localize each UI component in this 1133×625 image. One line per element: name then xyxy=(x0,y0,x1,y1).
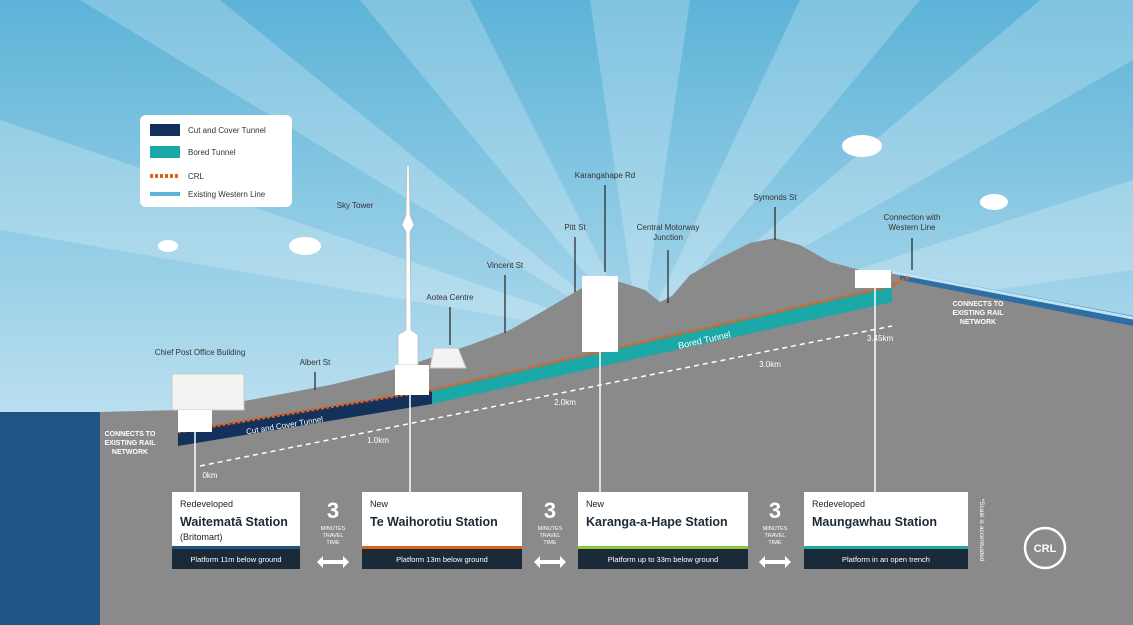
distance-line xyxy=(199,325,893,467)
aotea-centre xyxy=(429,347,467,369)
legend-swatch xyxy=(150,124,180,136)
landmark-label: Central Motorway xyxy=(637,223,700,232)
travel-minutes: 3 xyxy=(769,498,781,523)
legend-box xyxy=(140,115,292,207)
landmark-label: Sky Tower xyxy=(337,201,374,210)
station-status: Redeveloped xyxy=(180,499,233,509)
post-office xyxy=(171,373,245,411)
travel-label: MINUTES xyxy=(763,526,788,532)
legend-labels: Cut and Cover Tunnel Bored Tunnel CRL Ex… xyxy=(188,126,266,199)
scale-note: *Scale is accentuated xyxy=(978,499,985,562)
connects-label: EXISTING RAIL xyxy=(105,440,157,447)
station-status: New xyxy=(586,499,605,509)
station-box xyxy=(178,410,212,432)
platform-strip xyxy=(362,549,522,569)
landmark-label: Junction xyxy=(653,233,683,242)
station-name: Maungawhau Station xyxy=(812,515,937,529)
landmark-label: Symonds St xyxy=(753,193,797,202)
station-accent xyxy=(362,546,522,549)
legend-label: Cut and Cover Tunnel xyxy=(188,126,266,135)
station-links xyxy=(194,288,876,492)
distance-label: 3.45km xyxy=(867,334,894,343)
legend-label: Bored Tunnel xyxy=(188,148,236,157)
connects-label: NETWORK xyxy=(960,319,996,326)
station-accent xyxy=(804,546,968,549)
travel-arrow xyxy=(759,556,791,568)
platform-label: Platform in an open trench xyxy=(842,555,930,564)
landmark-label: Connection with xyxy=(884,213,941,222)
station-name: Karanga-a-Hape Station xyxy=(586,515,728,529)
travel-label: TIME xyxy=(543,540,556,546)
legend-swatch xyxy=(150,146,180,158)
legend-label: CRL xyxy=(188,172,205,181)
travel-label: TRAVEL xyxy=(323,533,344,539)
landmark-label: Albert St xyxy=(300,358,331,367)
travel-label: TIME xyxy=(768,540,781,546)
logo-ring xyxy=(1023,526,1067,570)
connects-label: CONNECTS TO xyxy=(953,301,1004,308)
connects-label: CONNECTS TO xyxy=(105,431,156,438)
platform-strip xyxy=(804,549,968,569)
landmark-label: Vincent St xyxy=(487,261,524,270)
station-accent xyxy=(172,546,300,549)
station-note: (Britomart) xyxy=(180,532,223,542)
travel-label: TIME xyxy=(326,540,339,546)
station-card xyxy=(578,492,748,550)
station-card xyxy=(362,492,522,550)
station-box xyxy=(582,276,618,352)
platform-label: Platform 11m below ground xyxy=(190,555,281,564)
connects-label: NETWORK xyxy=(112,449,148,456)
distance-label: 3.0km xyxy=(759,360,781,369)
distance-label: 1.0km xyxy=(367,436,389,445)
distance-label: 2.0km xyxy=(554,398,576,407)
station-name: Te Waihorotiu Station xyxy=(370,515,498,529)
travel-label: MINUTES xyxy=(321,526,346,532)
platform-strip xyxy=(172,549,300,569)
travel-label: TRAVEL xyxy=(540,533,561,539)
station-status: New xyxy=(370,499,389,509)
landmark-label: Pitt St xyxy=(564,223,586,232)
clouds xyxy=(158,135,1008,255)
cut-cover-tunnel xyxy=(178,390,432,446)
connects-label: EXISTING RAIL xyxy=(953,310,1005,317)
travel-arrow xyxy=(534,556,566,568)
station-box xyxy=(395,365,429,395)
travel-minutes: 3 xyxy=(327,498,339,523)
landmark-label: Karangahape Rd xyxy=(575,171,636,180)
sea xyxy=(0,412,100,625)
distance-label: 0km xyxy=(202,471,217,480)
bored-tunnel xyxy=(432,286,892,404)
landmark-label: Chief Post Office Building xyxy=(155,348,246,357)
legend-label: Existing Western Line xyxy=(188,190,266,199)
station-name: Waitematā Station xyxy=(180,515,288,529)
western-line xyxy=(891,270,1133,320)
station-status: Redeveloped xyxy=(812,499,865,509)
logo: CRL xyxy=(1034,543,1057,555)
platform-label: Platform up to 33m below ground xyxy=(608,555,718,564)
travel-label: MINUTES xyxy=(538,526,563,532)
travel-arrow xyxy=(317,556,349,568)
landmark-label: Aotea Centre xyxy=(426,293,474,302)
station-box xyxy=(855,270,891,288)
platform-label: Platform 13m below ground xyxy=(396,555,488,564)
station-accent xyxy=(578,546,748,549)
travel-minutes: 3 xyxy=(544,498,556,523)
station-card xyxy=(172,492,300,550)
travel-label: TRAVEL xyxy=(765,533,786,539)
landmark-label: Western Line xyxy=(889,223,937,232)
platform-strip xyxy=(578,549,748,569)
station-card xyxy=(804,492,968,550)
